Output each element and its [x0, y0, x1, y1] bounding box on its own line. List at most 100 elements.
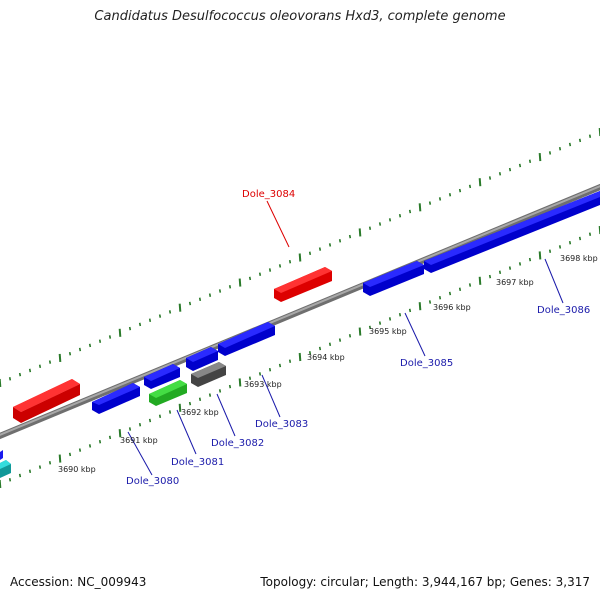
outer-tick [80, 348, 81, 351]
gene-label-dole-3085[interactable]: Dole_3085 [400, 358, 453, 369]
inner-tick [440, 296, 441, 299]
outer-tick [340, 239, 341, 242]
outer-tick [170, 310, 171, 313]
accession-text: Accession: NC_009943 [10, 575, 146, 589]
inner-tick [590, 233, 591, 236]
outer-tick [380, 222, 381, 225]
outer-tick [240, 279, 241, 287]
outer-tick [10, 377, 11, 380]
inner-tick [270, 368, 271, 371]
inner-tick [140, 423, 141, 426]
outer-tick [410, 210, 411, 213]
inner-tick [340, 339, 341, 342]
inner-tick [330, 343, 331, 346]
outer-tick [560, 147, 561, 150]
inner-tick [580, 237, 581, 240]
inner-tick [460, 288, 461, 291]
inner-tick [480, 277, 481, 285]
gene-label-dole-3082[interactable]: Dole_3082 [211, 438, 264, 449]
feature-layer [0, 191, 600, 478]
outer-tick [250, 277, 251, 280]
scale-label: 3697 kbp [496, 278, 534, 287]
outer-tick [200, 298, 201, 301]
outer-tick [390, 218, 391, 221]
inner-tick [380, 322, 381, 325]
feature-gene[interactable] [0, 460, 11, 478]
outer-tick [210, 294, 211, 297]
scale-label: 3698 kbp [560, 254, 598, 263]
outer-tick [420, 203, 421, 211]
outer-tick [350, 235, 351, 238]
outer-tick [110, 335, 111, 338]
inner-tick [50, 461, 51, 464]
outer-tick [440, 197, 441, 200]
outer-tick [510, 168, 511, 171]
gene-label-dole-3081[interactable]: Dole_3081 [171, 457, 224, 468]
inner-tick [130, 427, 131, 430]
inner-tick [20, 474, 21, 477]
inner-tick [90, 444, 91, 447]
outer-tick [580, 139, 581, 142]
outer-tick [50, 361, 51, 364]
outer-tick [500, 172, 501, 175]
inner-tick [450, 292, 451, 295]
outer-tick [270, 268, 271, 271]
inner-tick [80, 449, 81, 452]
inner-tick [70, 453, 71, 456]
inner-tick [160, 415, 161, 418]
inner-tick [150, 419, 151, 422]
outer-tick-track [0, 128, 600, 387]
outer-tick [400, 214, 401, 217]
outer-tick [260, 273, 261, 276]
feature-gene-dole-3084[interactable] [274, 267, 332, 302]
outer-tick [150, 319, 151, 322]
outer-tick [470, 185, 471, 188]
outer-tick [180, 304, 181, 312]
gene-label-dole-3086[interactable]: Dole_3086 [537, 305, 590, 316]
inner-tick [520, 262, 521, 265]
feature-gene[interactable] [0, 450, 3, 460]
outer-tick [120, 329, 121, 337]
inner-tick [10, 478, 11, 481]
outer-tick [220, 289, 221, 292]
outer-tick [320, 248, 321, 251]
outer-tick [300, 254, 301, 262]
gene-label-dole-3080[interactable]: Dole_3080 [126, 476, 179, 487]
inner-tick [540, 251, 541, 259]
genome-summary-text: Topology: circular; Length: 3,944,167 bp… [260, 575, 590, 589]
leader-dole-3082 [217, 394, 235, 436]
outer-tick [460, 189, 461, 192]
outer-tick [490, 176, 491, 179]
inner-tick [400, 313, 401, 316]
gene-label-dole-3083[interactable]: Dole_3083 [255, 419, 308, 430]
leader-dole-3084 [267, 201, 289, 247]
leader-dole-3085 [405, 313, 425, 356]
inner-tick [300, 353, 301, 361]
outer-tick [100, 340, 101, 343]
outer-tick [570, 143, 571, 146]
outer-tick [480, 178, 481, 186]
inner-tick [30, 470, 31, 473]
inner-tick [410, 309, 411, 312]
genome-title: Candidatus Desulfococcus oleovorans Hxd3… [0, 9, 600, 24]
inner-tick [60, 455, 61, 463]
outer-tick [430, 202, 431, 205]
outer-tick [290, 260, 291, 263]
scale-label: 3691 kbp [120, 436, 158, 445]
outer-tick [370, 227, 371, 230]
inner-tick [350, 334, 351, 337]
outer-tick [140, 323, 141, 326]
scale-label: 3694 kbp [307, 353, 345, 362]
outer-tick [330, 243, 331, 246]
scale-label: 3690 kbp [58, 465, 96, 474]
inner-tick [530, 258, 531, 261]
inner-tick [40, 466, 41, 469]
scale-label: 3692 kbp [181, 408, 219, 417]
inner-tick [290, 360, 291, 363]
outer-tick [450, 193, 451, 196]
outer-tick [30, 369, 31, 372]
gene-label-dole-3084[interactable]: Dole_3084 [242, 189, 295, 200]
scale-label: 3693 kbp [244, 380, 282, 389]
outer-tick [530, 160, 531, 163]
